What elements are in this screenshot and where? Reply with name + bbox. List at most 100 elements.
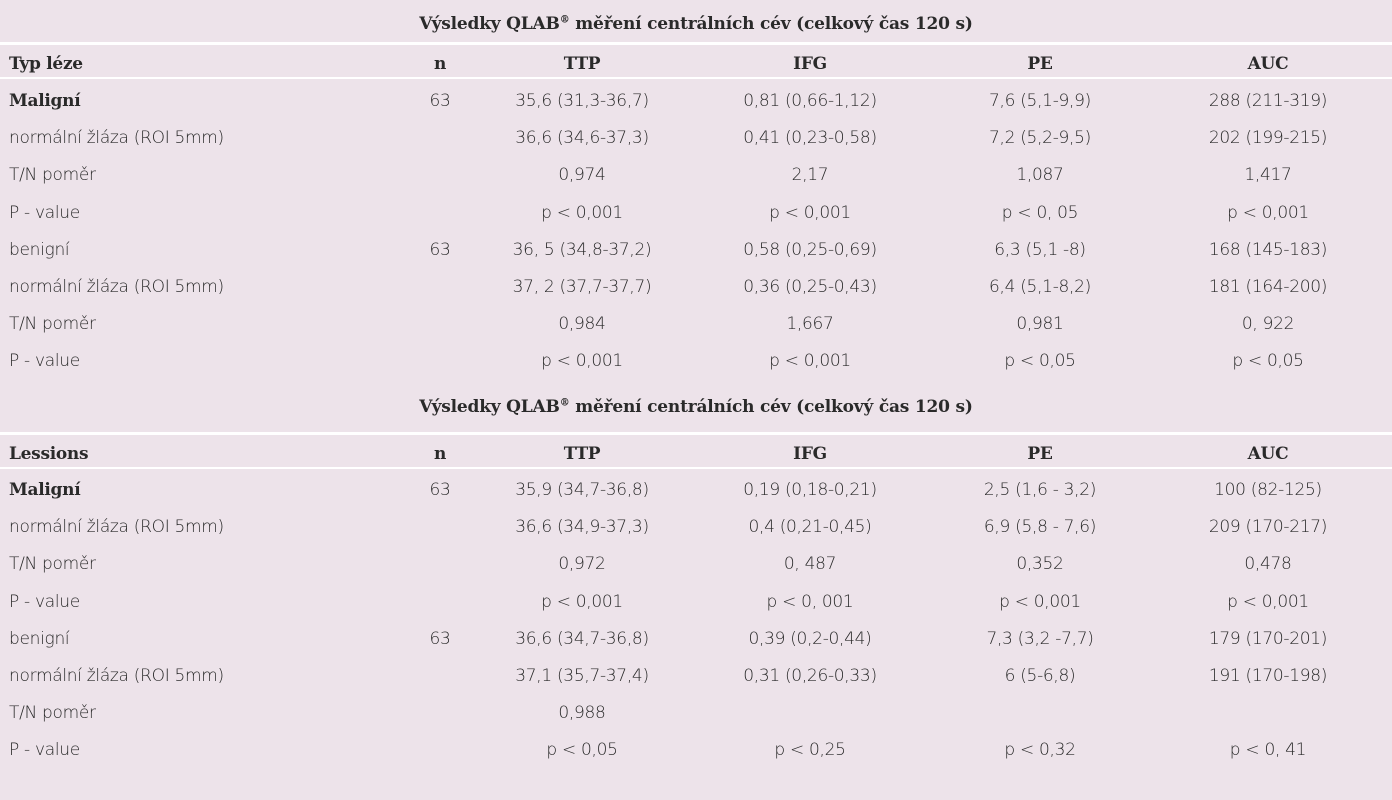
ifg-value: 2,17 [791,165,829,186]
pe-value: 6,4 (5,1-8,2) [988,277,1091,297]
table-row: T/N poměr 0,988 [0,695,1392,732]
ttp-value: p < 0,05 [546,740,618,761]
column-header-lesion-type: Typ léze [9,54,83,74]
ttp-value: 36,6 (34,7-36,8) [515,628,649,649]
n-value [410,343,470,380]
table-row: P - value p < 0,001 p < 0, 001 p < 0,001 p <… [0,584,1392,621]
row-label: T/N poměr [9,314,96,335]
table-row: P - value p < 0,001 p < 0,001 p < 0, 05 p < … [0,195,1392,232]
row-label: normální žláza (ROI 5mm) [9,517,224,538]
column-header-n: n [433,54,447,74]
table-row: T/N poměr 0,972 0, 487 0,352 0,478 [0,546,1392,583]
ttp-value: p < 0,001 [541,202,623,223]
column-header-pe: PE [1027,54,1053,74]
column-header-ifg: IFG [793,444,827,464]
n-value: 63 [429,480,451,500]
row-label: benigní [9,239,70,260]
ifg-value: p < 0,001 [769,202,851,223]
ttp-value: 36, 5 (34,8-37,2) [512,239,652,260]
column-header-n: n [433,444,447,464]
ttp-value: 0,972 [558,554,606,575]
auc-value: 191 (170-198) [1208,666,1328,686]
pe-value: 1,087 [1016,165,1064,186]
row-label: Maligní [9,91,81,111]
ifg-value: 0,39 (0,2-0,44) [748,628,872,649]
ifg-value: 0, 487 [783,554,837,575]
auc-value: 0, 922 [1241,314,1295,335]
ttp-value: p < 0,001 [541,351,623,372]
ifg-value: 0,36 (0,25-0,43) [743,277,877,297]
auc-value: 288 (211-319) [1208,91,1328,111]
auc-value [1168,695,1368,732]
n-value [410,269,470,306]
column-header-pe: PE [1027,444,1053,464]
ifg-value: 0,41 (0,23-0,58) [743,128,877,149]
auc-value: p < 0, 41 [1229,740,1307,761]
table-2-header-row: Lessions n TTP IFG PE AUC [0,432,1392,469]
table-row: normální žláza (ROI 5mm) 37,1 (35,7-37,4)… [0,658,1392,695]
table-row: normální žláza (ROI 5mm) 36,6 (34,9-37,3)… [0,509,1392,546]
table-row: Maligní 63 35,9 (34,7-36,8) 0,19 (0,18-0,21… [0,472,1392,509]
auc-value: 1,417 [1244,165,1292,186]
pe-value: p < 0,32 [1004,740,1076,761]
row-label: P - value [9,202,80,223]
ifg-value: 0,19 (0,18-0,21) [743,480,877,500]
ifg-value: 0,58 (0,25-0,69) [743,239,877,260]
row-label: Maligní [9,480,81,500]
table-row: normální žláza (ROI 5mm) 37, 2 (37,7-37,7… [0,269,1392,306]
pe-value: 2,5 (1,6 - 3,2) [983,480,1097,500]
n-value [410,120,470,157]
table-row: benigní 63 36, 5 (34,8-37,2) 0,58 (0,25-0,6… [0,232,1392,269]
row-label: P - value [9,591,80,612]
table-row: T/N poměr 0,974 2,17 1,087 1,417 [0,157,1392,194]
ttp-value: 35,6 (31,3-36,7) [515,91,649,111]
table-row: P - value p < 0,001 p < 0,001 p < 0,05 p < 0… [0,343,1392,380]
auc-value: 179 (170-201) [1208,628,1328,649]
n-value [410,546,470,583]
auc-value: p < 0,05 [1232,351,1304,372]
table-2-title: Výsledky QLAB® měření centrálních cév (c… [419,397,973,417]
n-value: 63 [429,239,451,260]
ttp-value: 36,6 (34,6-37,3) [515,128,649,149]
row-label: normální žláza (ROI 5mm) [9,666,224,686]
pe-value [940,695,1140,732]
n-value: 63 [429,91,451,111]
row-label: P - value [9,740,80,761]
ifg-value: 1,667 [786,314,834,335]
table-row: P - value p < 0,05 p < 0,25 p < 0,32 p < 0, … [0,732,1392,769]
pe-value: p < 0,001 [999,591,1081,612]
table-row: T/N poměr 0,984 1,667 0,981 0, 922 [0,306,1392,343]
n-value [410,509,470,546]
column-header-auc: AUC [1247,444,1289,464]
row-label: normální žláza (ROI 5mm) [9,277,224,297]
pe-value: p < 0,05 [1004,351,1076,372]
ttp-value: 0,984 [558,314,606,335]
ttp-value: 0,988 [558,703,606,724]
ifg-value: p < 0,001 [769,351,851,372]
row-label: T/N poměr [9,554,96,575]
ttp-value: 36,6 (34,9-37,3) [515,517,649,538]
column-header-ttp: TTP [563,444,601,464]
pe-value: 6,9 (5,8 - 7,6) [983,517,1097,538]
ttp-value: p < 0,001 [541,591,623,612]
pe-value: 7,2 (5,2-9,5) [988,128,1091,149]
column-header-auc: AUC [1247,54,1289,74]
auc-value: 202 (199-215) [1208,128,1328,149]
ifg-value: 0,31 (0,26-0,33) [743,666,877,686]
table-row: benigní 63 36,6 (34,7-36,8) 0,39 (0,2-0,44)… [0,621,1392,658]
column-header-ifg: IFG [793,54,827,74]
column-header-ttp: TTP [563,54,601,74]
pe-value: 7,3 (3,2 -7,7) [986,628,1094,649]
ttp-value: 37,1 (35,7-37,4) [515,666,649,686]
table-1-header-row: Typ léze n TTP IFG PE AUC [0,42,1392,79]
ifg-value: p < 0,25 [774,740,846,761]
n-value [410,732,470,769]
ttp-value: 0,974 [558,165,606,186]
n-value [410,658,470,695]
auc-value: 0,478 [1244,554,1292,575]
row-label: P - value [9,351,80,372]
row-label: T/N poměr [9,165,96,186]
table-row: Maligní 63 35,6 (31,3-36,7) 0,81 (0,66-1,12… [0,83,1392,120]
table-1-title: Výsledky QLAB® měření centrálních cév (c… [419,14,973,34]
